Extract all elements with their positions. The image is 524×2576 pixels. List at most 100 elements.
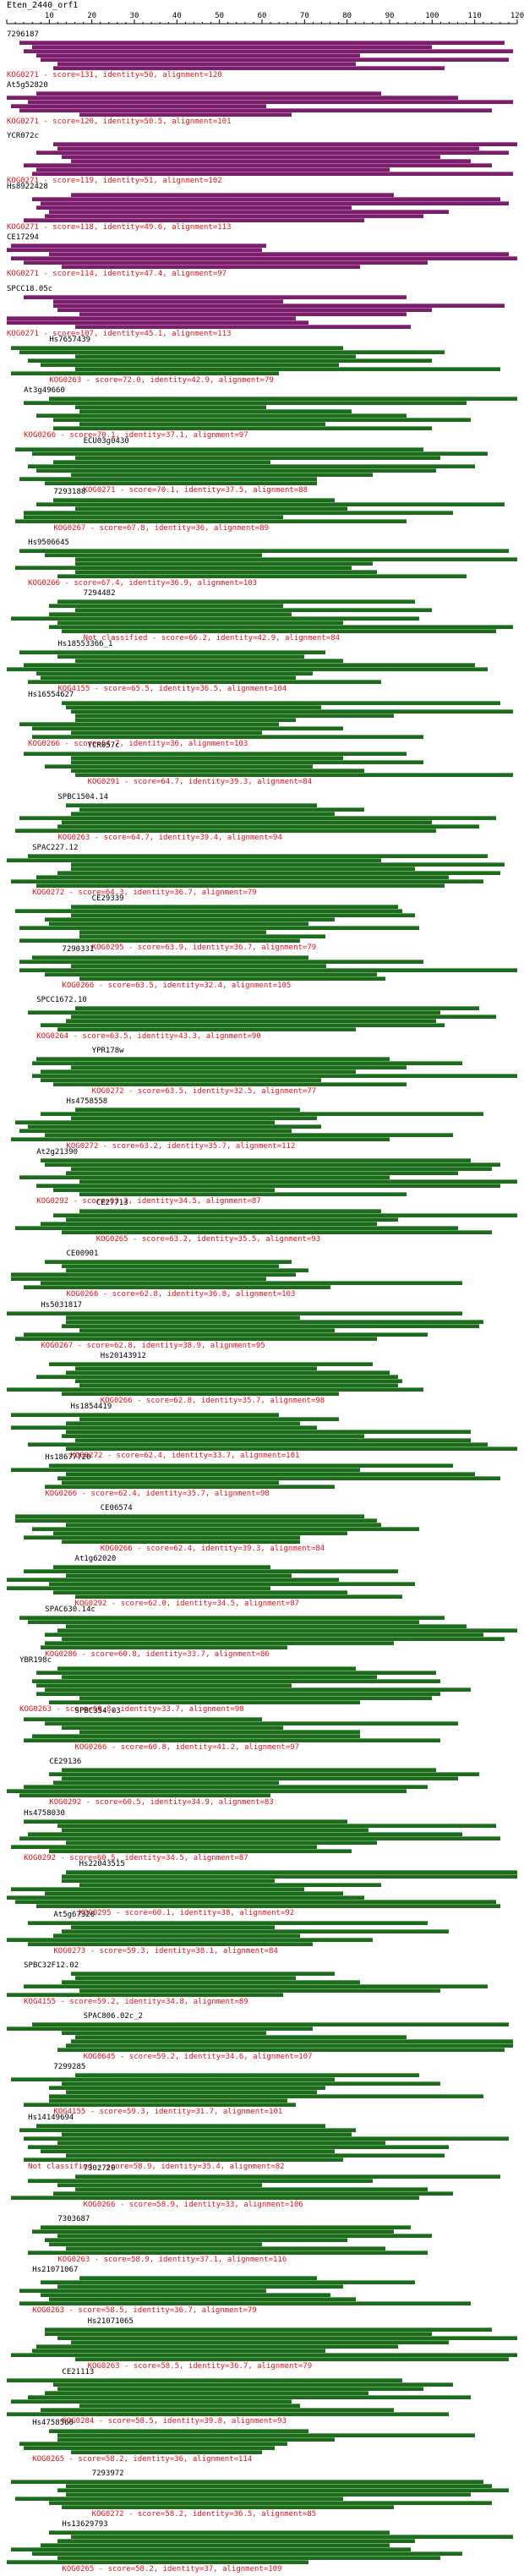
hit-summary: KOG0272 - score=58.2, identity=36.5, ali…	[91, 2509, 317, 2519]
alignment-bar	[11, 1467, 360, 1472]
alignment-bar	[53, 1082, 407, 1086]
alignment-bar	[11, 2077, 335, 2081]
alignment-bar	[15, 1513, 364, 1518]
alignment-bar	[32, 451, 488, 456]
alignment-bar	[74, 659, 343, 664]
hit-summary: KOG0284 - score=58.5, identity=39.8, ali…	[62, 2416, 287, 2426]
alignment-bar	[57, 2538, 416, 2543]
alignment-bar	[74, 773, 513, 778]
alignment-bar	[45, 1133, 454, 1138]
hit-name: 7303687	[57, 2215, 90, 2224]
alignment-bar	[62, 1928, 450, 1933]
hit-name: 7302720	[83, 2164, 116, 2174]
alignment-bar	[7, 1310, 462, 1315]
hit-summary: KOG0271 - score=107, identity=45.1, alig…	[7, 329, 232, 338]
alignment-bar	[36, 2124, 326, 2129]
alignment-bar	[79, 311, 407, 316]
alignment-bar	[19, 1616, 445, 1621]
alignment-bar	[45, 2390, 368, 2395]
alignment-bar	[32, 735, 424, 740]
alignment-bar	[62, 819, 433, 824]
alignment-bar	[62, 1323, 479, 1328]
alignment-bar	[53, 66, 445, 70]
hit-summary: KOG0271 - score=131, identity=50, alignm…	[7, 71, 222, 79]
alignment-bar	[53, 497, 335, 502]
hit-summary: KOG0266 - score=58.9, identity=33, align…	[83, 2201, 303, 2210]
hit-name: YPR178w	[91, 1047, 124, 1055]
alignment-bar	[57, 621, 343, 626]
hit-name: At5g67320	[53, 1910, 96, 1919]
alignment-bar	[70, 159, 471, 164]
alignment-bar	[49, 252, 509, 257]
hit-summary: KOG0295 - score=60.1, identity=38, align…	[79, 1908, 295, 1917]
alignment-bar	[57, 1026, 356, 1031]
alignment-bar	[70, 756, 343, 761]
hit-name: SPAC630.14c	[45, 1605, 96, 1615]
hit-name: Hs8922428	[7, 183, 48, 192]
alignment-bar	[66, 1522, 381, 1527]
hit-name: Hs18677720	[45, 1452, 91, 1462]
alignment-bar	[19, 967, 517, 972]
alignment-bar	[11, 2479, 483, 2484]
alignment-bar	[49, 1361, 373, 1366]
alignment-bar	[74, 1005, 479, 1010]
alignment-bar	[49, 396, 517, 401]
alignment-bar	[49, 921, 309, 926]
alignment-bar	[57, 1823, 496, 1828]
hit-summary: KOG0266 - score=62.4, identity=39.3, ali…	[100, 1544, 325, 1553]
alignment-bar	[45, 480, 318, 485]
alignment-bar	[57, 2335, 517, 2340]
hit-name: Hs4758558	[66, 1097, 108, 1107]
alignment-bar	[19, 2301, 471, 2306]
hit-name: Hs18553366_1	[57, 640, 113, 649]
alignment-bar	[32, 1734, 360, 1739]
hit-summary: KOG0266 - score=63.5, identity=32.4, ali…	[62, 981, 292, 990]
hit-summary: KOG0286 - score=60.8, identity=33.7, ali…	[45, 1650, 270, 1660]
alignment-bar	[49, 2086, 326, 2090]
alignment-bar	[28, 2145, 450, 2150]
hit-summary: Not classified - score=58.9, identity=35…	[28, 2163, 285, 2172]
alignment-bar	[66, 1840, 377, 1845]
alignment-bar	[11, 370, 280, 375]
alignment-bar	[41, 2542, 390, 2547]
alignment-bar	[62, 701, 500, 706]
hit-name: YCR072c	[7, 132, 39, 141]
alignment-bar	[19, 959, 424, 964]
alignment-bar	[74, 561, 373, 566]
ruler-tick-label: 20	[87, 12, 96, 20]
alignment-bar	[45, 214, 424, 219]
alignment-bar	[66, 1624, 467, 1629]
alignment-bar	[70, 2449, 262, 2454]
alignment-bar	[7, 248, 262, 253]
alignment-bar	[79, 1209, 381, 1214]
alignment-bar	[19, 2289, 267, 2294]
alignment-bar	[53, 1213, 517, 1218]
alignment-bar	[36, 1184, 500, 1189]
alignment-bar	[24, 663, 475, 668]
alignment-bar	[74, 2174, 500, 2179]
alignment-bar	[36, 501, 505, 506]
alignment-bar	[62, 1979, 360, 1984]
hit-name: SPCC18.05c	[7, 284, 53, 293]
alignment-bar	[32, 172, 513, 177]
alignment-bar	[70, 811, 335, 816]
alignment-bar	[28, 2179, 373, 2184]
alignment-bar	[79, 1730, 360, 1735]
hit-summary: KOG0263 - score=58.5, identity=36.7, ali…	[87, 2361, 313, 2371]
alignment-bar	[24, 163, 492, 168]
alignment-bar	[36, 883, 445, 888]
alignment-bar	[79, 1416, 339, 1421]
alignment-bar	[74, 404, 267, 409]
alignment-bar	[49, 604, 284, 609]
alignment-bar	[57, 62, 356, 66]
alignment-bar	[24, 49, 513, 53]
alignment-bar	[57, 2437, 335, 2442]
alignment-bar	[62, 1873, 517, 1879]
alignment-bar	[66, 1471, 475, 1476]
hit-name: Hs9506645	[28, 539, 69, 547]
alignment-bar	[79, 1192, 407, 1197]
alignment-bar	[41, 1022, 445, 1027]
alignment-bar	[62, 265, 360, 270]
alignment-bar	[62, 1264, 280, 1269]
hit-summary: KOG0273 - score=59.3, identity=38.1, ali…	[53, 1946, 278, 1955]
